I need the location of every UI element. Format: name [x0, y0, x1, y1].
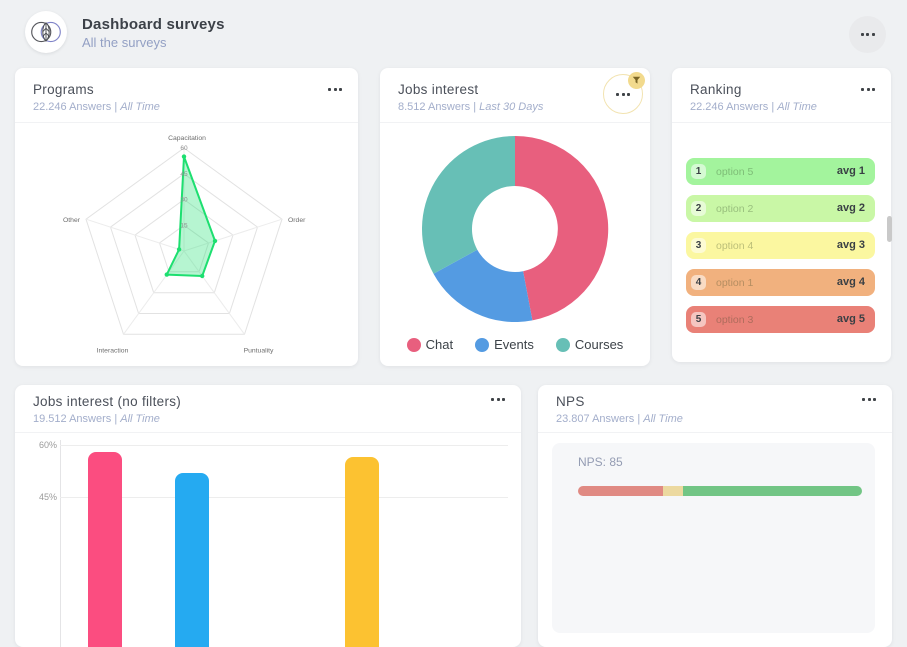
card-ranking-header: Ranking 22.246 Answers | All Time	[672, 68, 891, 123]
ranking-row: 1 option 5 avg 1	[686, 158, 875, 185]
rank-avg-label: avg 1	[836, 165, 865, 177]
card-title: NPS	[556, 394, 585, 409]
rank-avg-label: avg 5	[836, 313, 865, 325]
ranking-row: 3 option 4 avg 3	[686, 232, 875, 259]
app-logo	[25, 11, 67, 53]
rank-number: 5	[691, 312, 706, 327]
svg-text:60: 60	[180, 145, 188, 152]
rank-option-label: option 1	[716, 277, 754, 289]
legend-label: Events	[494, 337, 534, 352]
legend-swatch	[555, 337, 570, 352]
donut-legend: Chat Events Courses	[380, 337, 650, 352]
card-jobs-header: Jobs interest 8.512 Answers | Last 30 Da…	[380, 68, 650, 123]
ranking-row: 5 option 3 avg 5	[686, 306, 875, 333]
legend-label: Courses	[574, 337, 624, 352]
card-menu-button[interactable]	[328, 88, 342, 91]
card-menu-button[interactable]	[862, 398, 876, 401]
time-filter: All Time	[643, 413, 683, 425]
rank-number: 4	[691, 275, 706, 290]
svg-text:15: 15	[180, 222, 188, 229]
rank-avg-label: avg 2	[836, 202, 865, 214]
bar-chart: 60% 45%	[15, 427, 521, 647]
bar	[345, 457, 379, 647]
page-subtitle: All the surveys	[82, 35, 167, 50]
legend-swatch	[475, 337, 490, 352]
dashboard-menu-button[interactable]	[849, 16, 886, 53]
card-jobsnf-header: Jobs interest (no filters) 19.512 Answer…	[15, 385, 521, 433]
answers-count: 23.807 Answers |	[556, 413, 641, 425]
answers-count: 19.512 Answers |	[33, 413, 118, 425]
y-axis-tick: 60%	[38, 440, 57, 450]
svg-text:30: 30	[180, 197, 188, 204]
nps-gauge	[578, 486, 862, 496]
svg-text:Order: Order	[288, 217, 306, 224]
card-ranking: Ranking 22.246 Answers | All Time 1 optio…	[672, 68, 891, 362]
ellipsis-icon	[860, 33, 875, 36]
card-title: Ranking	[690, 82, 742, 97]
rank-number: 2	[691, 201, 706, 216]
card-title: Programs	[33, 82, 94, 97]
page-scrollbar-thumb[interactable]	[887, 216, 892, 242]
svg-text:Capacitation: Capacitation	[168, 135, 206, 142]
y-axis-tick: 45%	[38, 492, 57, 502]
gridline	[60, 445, 508, 446]
rank-option-label: option 5	[716, 166, 754, 178]
rank-option-label: option 4	[716, 240, 754, 252]
time-filter: Last 30 Days	[479, 101, 544, 113]
answers-count: 22.246 Answers |	[33, 101, 118, 113]
time-filter: All Time	[120, 101, 160, 113]
card-menu-button-filtered[interactable]	[603, 72, 645, 114]
rank-option-label: option 2	[716, 203, 754, 215]
svg-text:Other: Other	[63, 217, 81, 224]
rank-number: 3	[691, 238, 706, 253]
card-programs-header: Programs 22.246 Answers | All Time	[15, 68, 358, 123]
rank-number: 1	[691, 164, 706, 179]
card-nps-header: NPS 23.807 Answers | All Time	[538, 385, 892, 433]
legend-item: Chat	[406, 337, 454, 352]
card-subtitle: 19.512 Answers | All Time	[33, 413, 503, 425]
nps-segment-passives	[663, 486, 684, 496]
answers-count: 22.246 Answers |	[690, 101, 775, 113]
gridline	[60, 497, 508, 498]
ranking-row: 2 option 2 avg 2	[686, 195, 875, 222]
card-jobs-interest: Jobs interest 8.512 Answers | Last 30 Da…	[380, 68, 650, 366]
legend-swatch	[406, 337, 421, 352]
card-menu-button[interactable]	[861, 88, 875, 91]
card-title: Jobs interest (no filters)	[33, 394, 182, 409]
funnel-icon	[628, 72, 645, 89]
nps-segment-detractors	[578, 486, 664, 496]
nps-score-label: NPS: 85	[578, 455, 623, 469]
nps-panel: NPS: 85	[552, 443, 875, 633]
legend-label: Chat	[425, 337, 454, 352]
page-title: Dashboard surveys	[82, 16, 225, 33]
svg-text:Puntuality: Puntuality	[244, 347, 274, 354]
card-subtitle: 22.246 Answers | All Time	[690, 101, 873, 113]
rank-option-label: option 3	[716, 314, 754, 326]
venn-leaf-logo-icon	[31, 21, 61, 43]
card-jobs-no-filters: Jobs interest (no filters) 19.512 Answer…	[15, 385, 521, 647]
legend-item: Events	[475, 337, 534, 352]
time-filter: All Time	[120, 413, 160, 425]
legend-item: Courses	[555, 337, 624, 352]
svg-text:Interaction: Interaction	[97, 347, 129, 354]
card-menu-button[interactable]	[491, 398, 505, 401]
svg-text:45: 45	[180, 171, 188, 178]
rank-avg-label: avg 3	[836, 239, 865, 251]
nps-segment-promoters	[683, 486, 862, 496]
card-title: Jobs interest	[398, 82, 479, 97]
ellipsis-icon	[616, 92, 630, 96]
rank-avg-label: avg 4	[836, 276, 865, 288]
card-programs: Programs 22.246 Answers | All Time 15 30 4…	[15, 68, 358, 366]
card-subtitle: 23.807 Answers | All Time	[556, 413, 874, 425]
bar	[175, 472, 209, 647]
card-subtitle: 8.512 Answers | Last 30 Days	[398, 101, 632, 113]
bar	[88, 451, 122, 647]
answers-count: 8.512 Answers |	[398, 101, 477, 113]
y-axis	[60, 440, 61, 647]
card-nps: NPS 23.807 Answers | All Time NPS: 85	[538, 385, 892, 647]
time-filter: All Time	[777, 101, 817, 113]
card-subtitle: 22.246 Answers | All Time	[33, 101, 340, 113]
ranking-list: 1 option 5 avg 1 2 option 2 avg 2 3 option 4 avg…	[686, 158, 875, 343]
ranking-row: 4 option 1 avg 4	[686, 269, 875, 296]
